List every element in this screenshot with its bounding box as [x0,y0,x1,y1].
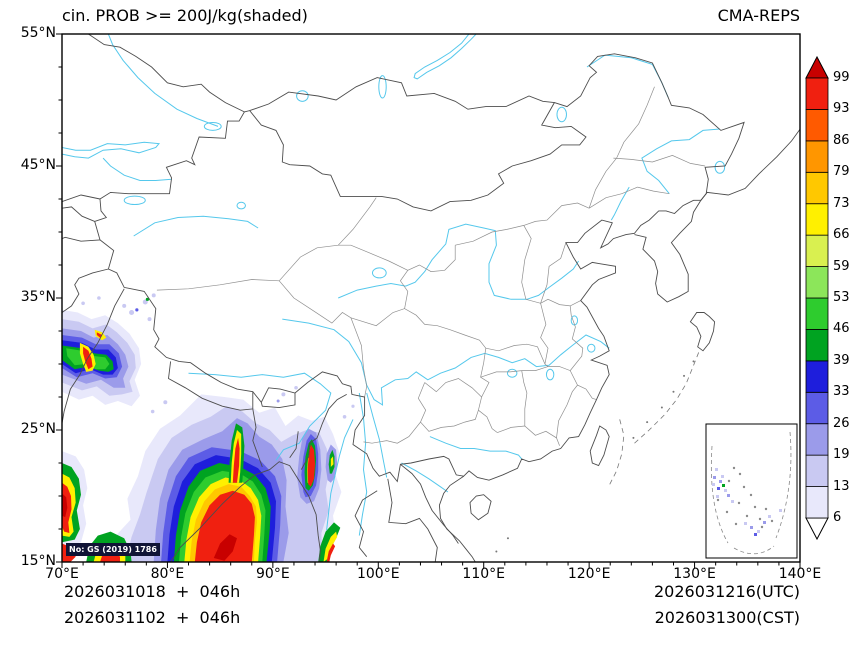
colorbar-label: 86 [833,132,850,148]
colorbar-label: 93 [833,101,850,117]
y-tick-label: 45°N [20,157,56,173]
x-tick-label: 70°E [45,566,79,582]
init-time-line1: 2026031018 + 046h [64,582,241,601]
colorbar-label: 79 [833,164,850,180]
x-tick-label: 90°E [256,566,290,582]
axis-ticks [56,33,801,568]
x-tick-label: 140°E [778,566,822,582]
x-tick-label: 80°E [150,566,185,582]
init-time-line2: 2026031102 + 046h [64,608,241,627]
rivers-lakes [62,34,726,536]
colorbar-label: 53 [833,290,850,305]
inset-box [705,423,798,559]
x-tick-label: 120°E [567,566,611,582]
shaded-field [62,293,355,562]
colorbar-label: 46 [833,321,850,337]
x-tick-label: 130°E [673,566,716,582]
model-name: CMA-REPS [717,6,800,25]
chart-title: cin. PROB >= 200J/kg(shaded) [62,6,308,25]
x-tick-label: 110°E [462,566,505,582]
valid-time-cst: 2026031300(CST) [654,608,800,627]
colorbar-label: 99 [833,70,850,85]
colorbar-label: 59 [833,258,850,274]
colorbar-label: 73 [833,195,850,211]
y-tick-label: 55°N [20,25,56,41]
colorbar-label: 13 [833,478,850,494]
colorbar-label: 19 [833,447,850,463]
y-tick-label: 25°N [20,421,56,437]
colorbar-label: 33 [833,384,850,400]
colorbar [805,55,829,541]
y-tick-label: 15°N [20,553,56,569]
map-attribution-badge: No: GS (2019) 1786 [66,543,160,556]
x-tick-label: 100°E [356,566,400,582]
y-tick-label: 35°N [20,289,56,305]
country-borders [62,34,800,562]
dashed-boundaries [495,351,700,553]
colorbar-label: 26 [833,415,850,431]
valid-time-utc: 2026031216(UTC) [654,582,800,601]
colorbar-label: 66 [833,227,850,243]
colorbar-label: 6 [833,510,842,525]
province-borders [156,86,706,446]
colorbar-label: 39 [833,352,850,368]
